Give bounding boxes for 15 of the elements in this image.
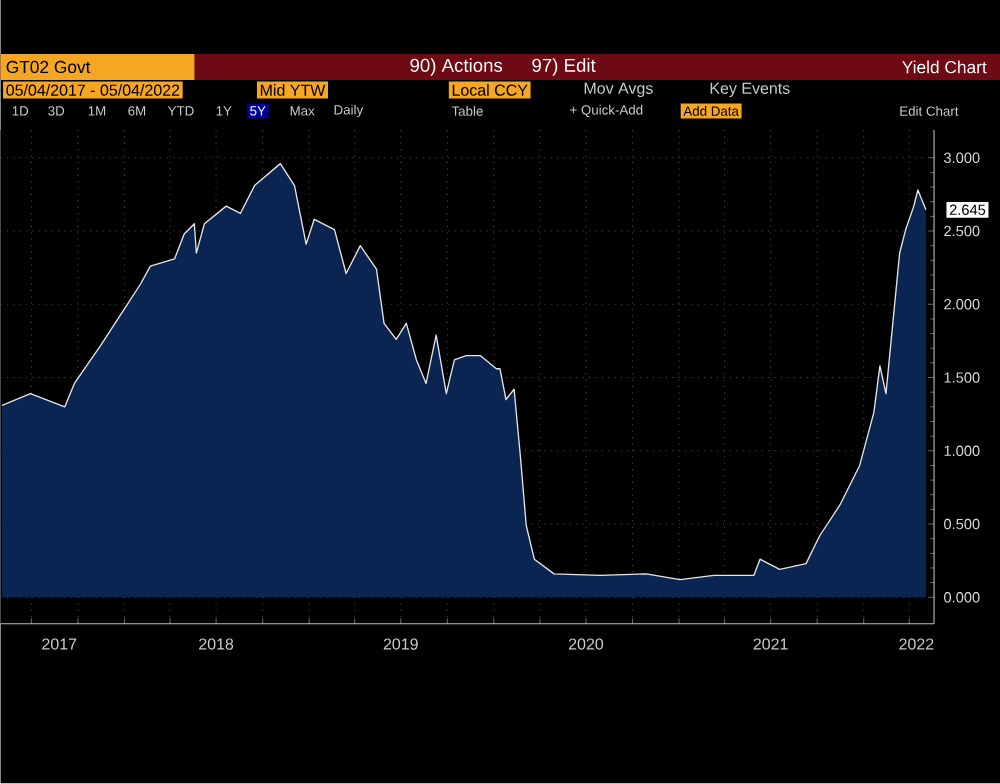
text: Local CCY bbox=[452, 84, 528, 97]
text: 90) Actions bbox=[410, 58, 503, 76]
x-tick-label: 2021 bbox=[753, 638, 788, 650]
text: Key Events bbox=[710, 83, 790, 98]
x-tick-label: 2022 bbox=[899, 638, 934, 650]
x-tick-label: 2020 bbox=[568, 638, 604, 650]
x-tick-label: 2017 bbox=[42, 638, 77, 650]
text: Mid YTW bbox=[260, 84, 326, 97]
chart-title: GT02 Govt bbox=[6, 61, 91, 74]
x-tick-label: 2019 bbox=[383, 638, 418, 650]
text: 05/04/2017 - 05/04/2022 bbox=[6, 84, 180, 97]
chart-subtitle: Yield Chart bbox=[902, 60, 987, 74]
text: Mov Avgs bbox=[584, 83, 653, 98]
x-tick-label: 2018 bbox=[199, 638, 234, 650]
text: 97) Edit bbox=[532, 58, 596, 76]
